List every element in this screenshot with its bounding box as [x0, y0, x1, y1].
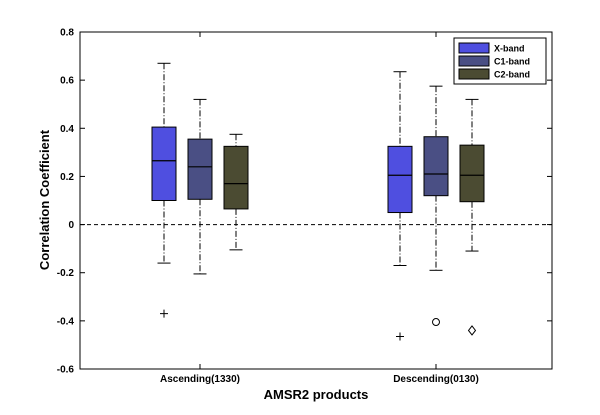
- legend-label: X-band: [494, 44, 525, 54]
- box-iqr: [151, 126, 177, 201]
- box-group: [151, 62, 485, 341]
- box-c2-band: [223, 133, 249, 251]
- box-iqr: [459, 144, 485, 203]
- box-c1-band: [187, 98, 213, 275]
- y-axis-label: Correlation Coefficient: [37, 129, 52, 270]
- box-c1-band: [423, 85, 449, 327]
- y-tick-label: -0.6: [57, 365, 75, 376]
- y-tick-label: -0.4: [57, 316, 75, 327]
- y-tick-label: -0.2: [57, 268, 75, 279]
- box-iqr: [187, 138, 213, 200]
- legend-label: C1-band: [494, 57, 530, 67]
- legend-swatch: [458, 68, 490, 80]
- box-iqr: [423, 136, 449, 197]
- y-tick-label: 0.8: [60, 28, 74, 39]
- y-tick-label: 0.6: [60, 76, 74, 87]
- box-x-band: [387, 71, 413, 341]
- box-c2-band: [459, 98, 485, 336]
- legend-swatch: [458, 42, 490, 54]
- x-axis-ticks: Ascending(1330) Descending(0130): [160, 32, 479, 385]
- x-tick-label: Descending(0130): [393, 374, 479, 385]
- y-tick-label: 0.2: [60, 172, 74, 183]
- y-tick-label: 0.4: [60, 124, 74, 135]
- y-tick-label: 0: [68, 220, 74, 231]
- legend-label: C2-band: [494, 70, 530, 80]
- x-axis-label: AMSR2 products: [264, 387, 369, 402]
- outlier-plus: [160, 309, 168, 318]
- legend-swatch: [458, 55, 490, 67]
- box-x-band: [151, 62, 177, 318]
- legend: X-band C1-band C2-band: [453, 37, 547, 85]
- outlier-circle: [432, 318, 440, 327]
- x-tick-label: Ascending(1330): [160, 374, 240, 385]
- box-iqr: [387, 145, 413, 214]
- outlier-plus: [396, 332, 404, 341]
- box-iqr: [223, 145, 249, 210]
- outlier-diamond: [467, 325, 477, 336]
